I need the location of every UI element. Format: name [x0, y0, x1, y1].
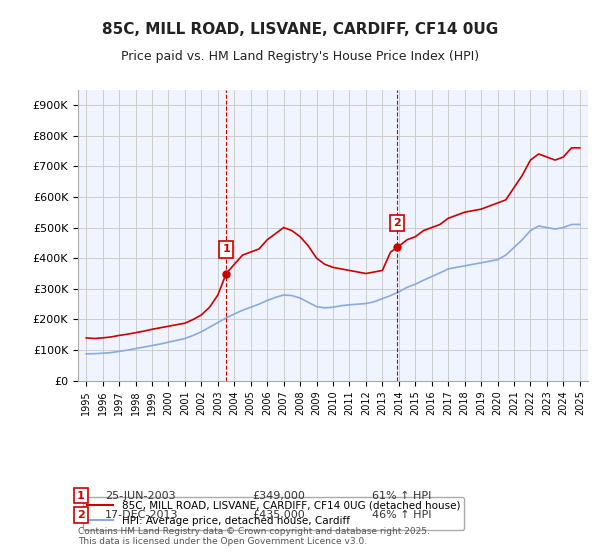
Text: 2: 2: [393, 218, 401, 228]
Text: 2: 2: [77, 510, 85, 520]
Text: £435,000: £435,000: [252, 510, 305, 520]
Text: 85C, MILL ROAD, LISVANE, CARDIFF, CF14 0UG: 85C, MILL ROAD, LISVANE, CARDIFF, CF14 0…: [102, 22, 498, 38]
Text: Price paid vs. HM Land Registry's House Price Index (HPI): Price paid vs. HM Land Registry's House …: [121, 50, 479, 63]
Text: 61% ↑ HPI: 61% ↑ HPI: [372, 491, 431, 501]
Text: 1: 1: [77, 491, 85, 501]
Legend: 85C, MILL ROAD, LISVANE, CARDIFF, CF14 0UG (detached house), HPI: Average price,: 85C, MILL ROAD, LISVANE, CARDIFF, CF14 0…: [83, 497, 464, 530]
Text: Contains HM Land Registry data © Crown copyright and database right 2025.
This d: Contains HM Land Registry data © Crown c…: [78, 526, 430, 546]
Text: 17-DEC-2013: 17-DEC-2013: [105, 510, 179, 520]
Text: 25-JUN-2003: 25-JUN-2003: [105, 491, 176, 501]
Text: £349,000: £349,000: [252, 491, 305, 501]
Text: 46% ↑ HPI: 46% ↑ HPI: [372, 510, 431, 520]
Text: 1: 1: [222, 244, 230, 254]
